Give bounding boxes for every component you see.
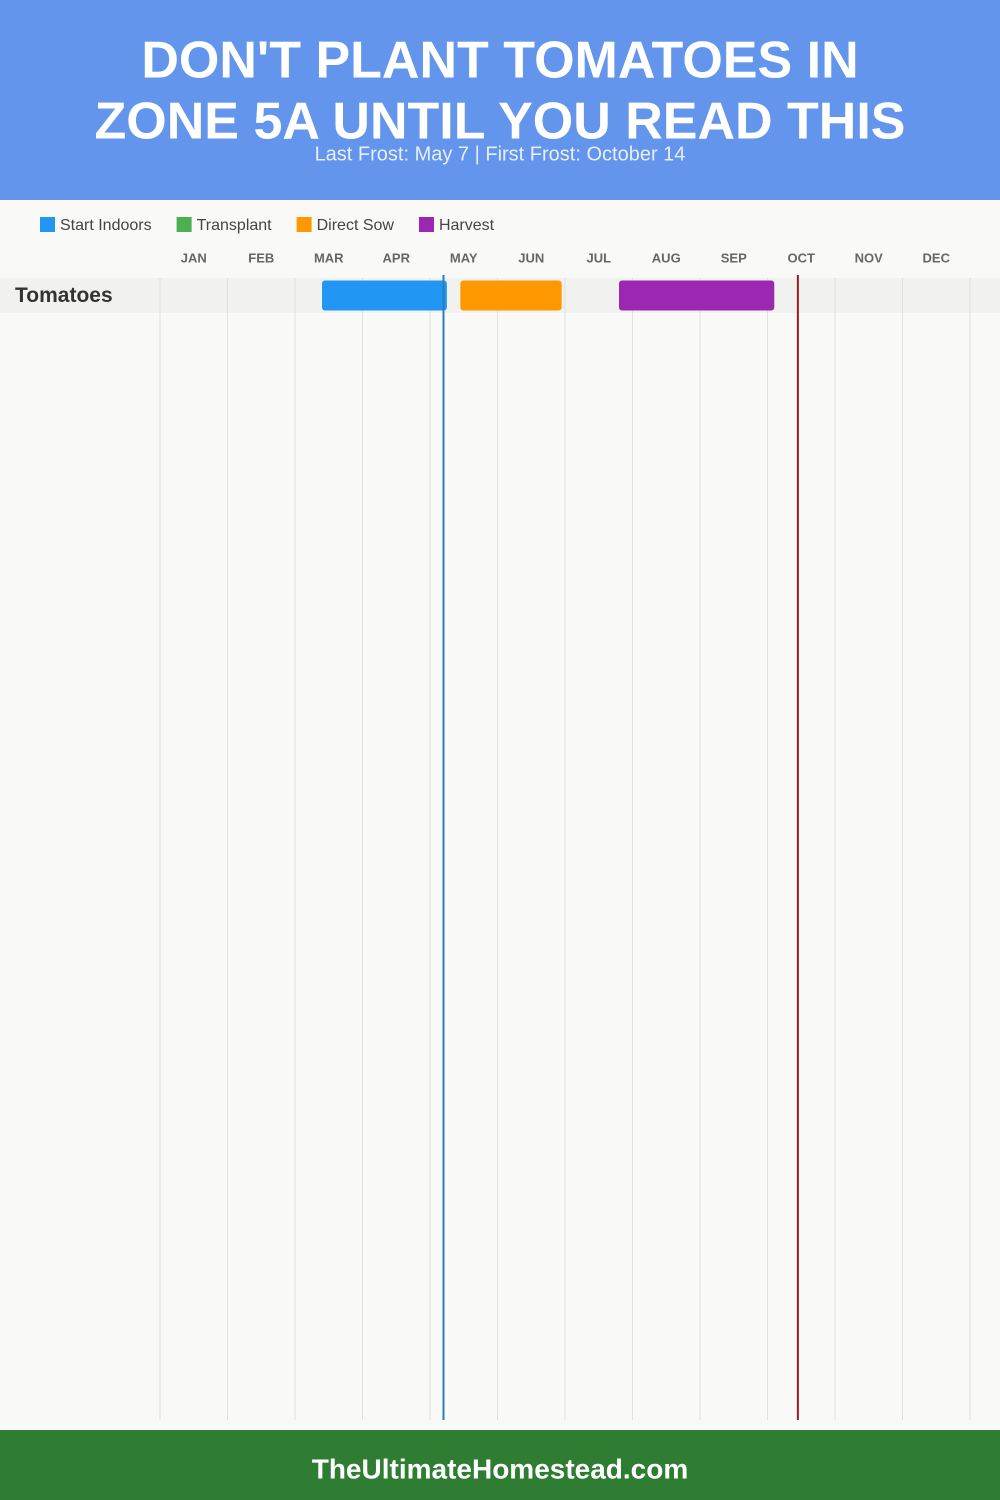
month-label: DEC xyxy=(923,250,951,265)
legend-label: Direct Sow xyxy=(317,217,395,234)
month-label: AUG xyxy=(652,250,681,265)
month-label: MAR xyxy=(314,250,344,265)
bar xyxy=(322,280,447,311)
footer xyxy=(0,1430,1000,1500)
legend-swatch xyxy=(176,217,192,232)
title-line: ZONE 5A UNTIL YOU READ THIS xyxy=(95,93,906,151)
legend-swatch xyxy=(296,217,312,232)
header xyxy=(0,0,1000,200)
month-label: SEP xyxy=(721,250,747,265)
legend-label: Harvest xyxy=(439,217,495,234)
month-label: FEB xyxy=(248,250,274,265)
row-label: Tomatoes xyxy=(15,284,113,307)
legend-label: Transplant xyxy=(197,217,273,234)
month-label: JAN xyxy=(181,250,207,265)
legend-swatch xyxy=(418,217,434,232)
month-label: JUL xyxy=(586,250,611,265)
month-label: OCT xyxy=(788,250,816,265)
month-label: MAY xyxy=(450,250,478,265)
month-label: JUN xyxy=(518,250,544,265)
title-line: DON'T PLANT TOMATOES IN xyxy=(141,32,858,90)
month-label: APR xyxy=(383,250,411,265)
legend-label: Start Indoors xyxy=(60,217,152,234)
footer-text: TheUltimateHomestead.com xyxy=(312,1453,689,1484)
month-label: NOV xyxy=(855,250,884,265)
bar xyxy=(619,280,775,311)
legend-swatch xyxy=(40,217,55,232)
subtitle: Last Frost: May 7 | First Frost: October… xyxy=(315,143,686,165)
bar xyxy=(460,280,562,311)
